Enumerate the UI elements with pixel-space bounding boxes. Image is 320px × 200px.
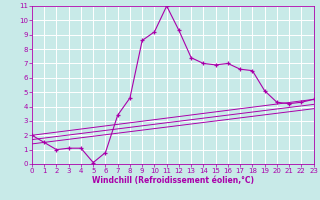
- X-axis label: Windchill (Refroidissement éolien,°C): Windchill (Refroidissement éolien,°C): [92, 176, 254, 185]
